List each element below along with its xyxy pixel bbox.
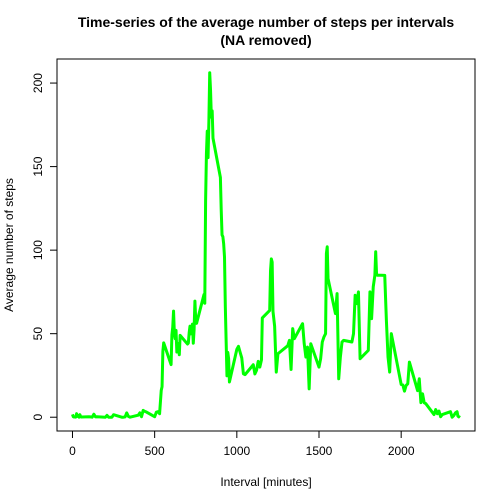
y-tick-label: 200 <box>31 73 45 93</box>
chart-title: (NA removed) <box>220 32 311 48</box>
data-line <box>71 71 461 419</box>
x-tick-label: 2000 <box>388 444 415 458</box>
y-axis-label: Average number of steps <box>2 178 16 312</box>
x-tick-label: 1000 <box>223 444 250 458</box>
x-tick-label: 500 <box>145 444 165 458</box>
y-tick-label: 150 <box>31 156 45 176</box>
plot-box <box>56 58 476 432</box>
x-axis-label: Interval [minutes] <box>220 475 311 489</box>
y-tick-label: 100 <box>31 240 45 260</box>
chart-title: Time-series of the average number of ste… <box>78 14 455 30</box>
y-tick-label: 0 <box>31 414 45 421</box>
x-tick-label: 1500 <box>306 444 333 458</box>
x-tick-label: 0 <box>69 444 76 458</box>
y-tick-label: 50 <box>31 327 45 341</box>
